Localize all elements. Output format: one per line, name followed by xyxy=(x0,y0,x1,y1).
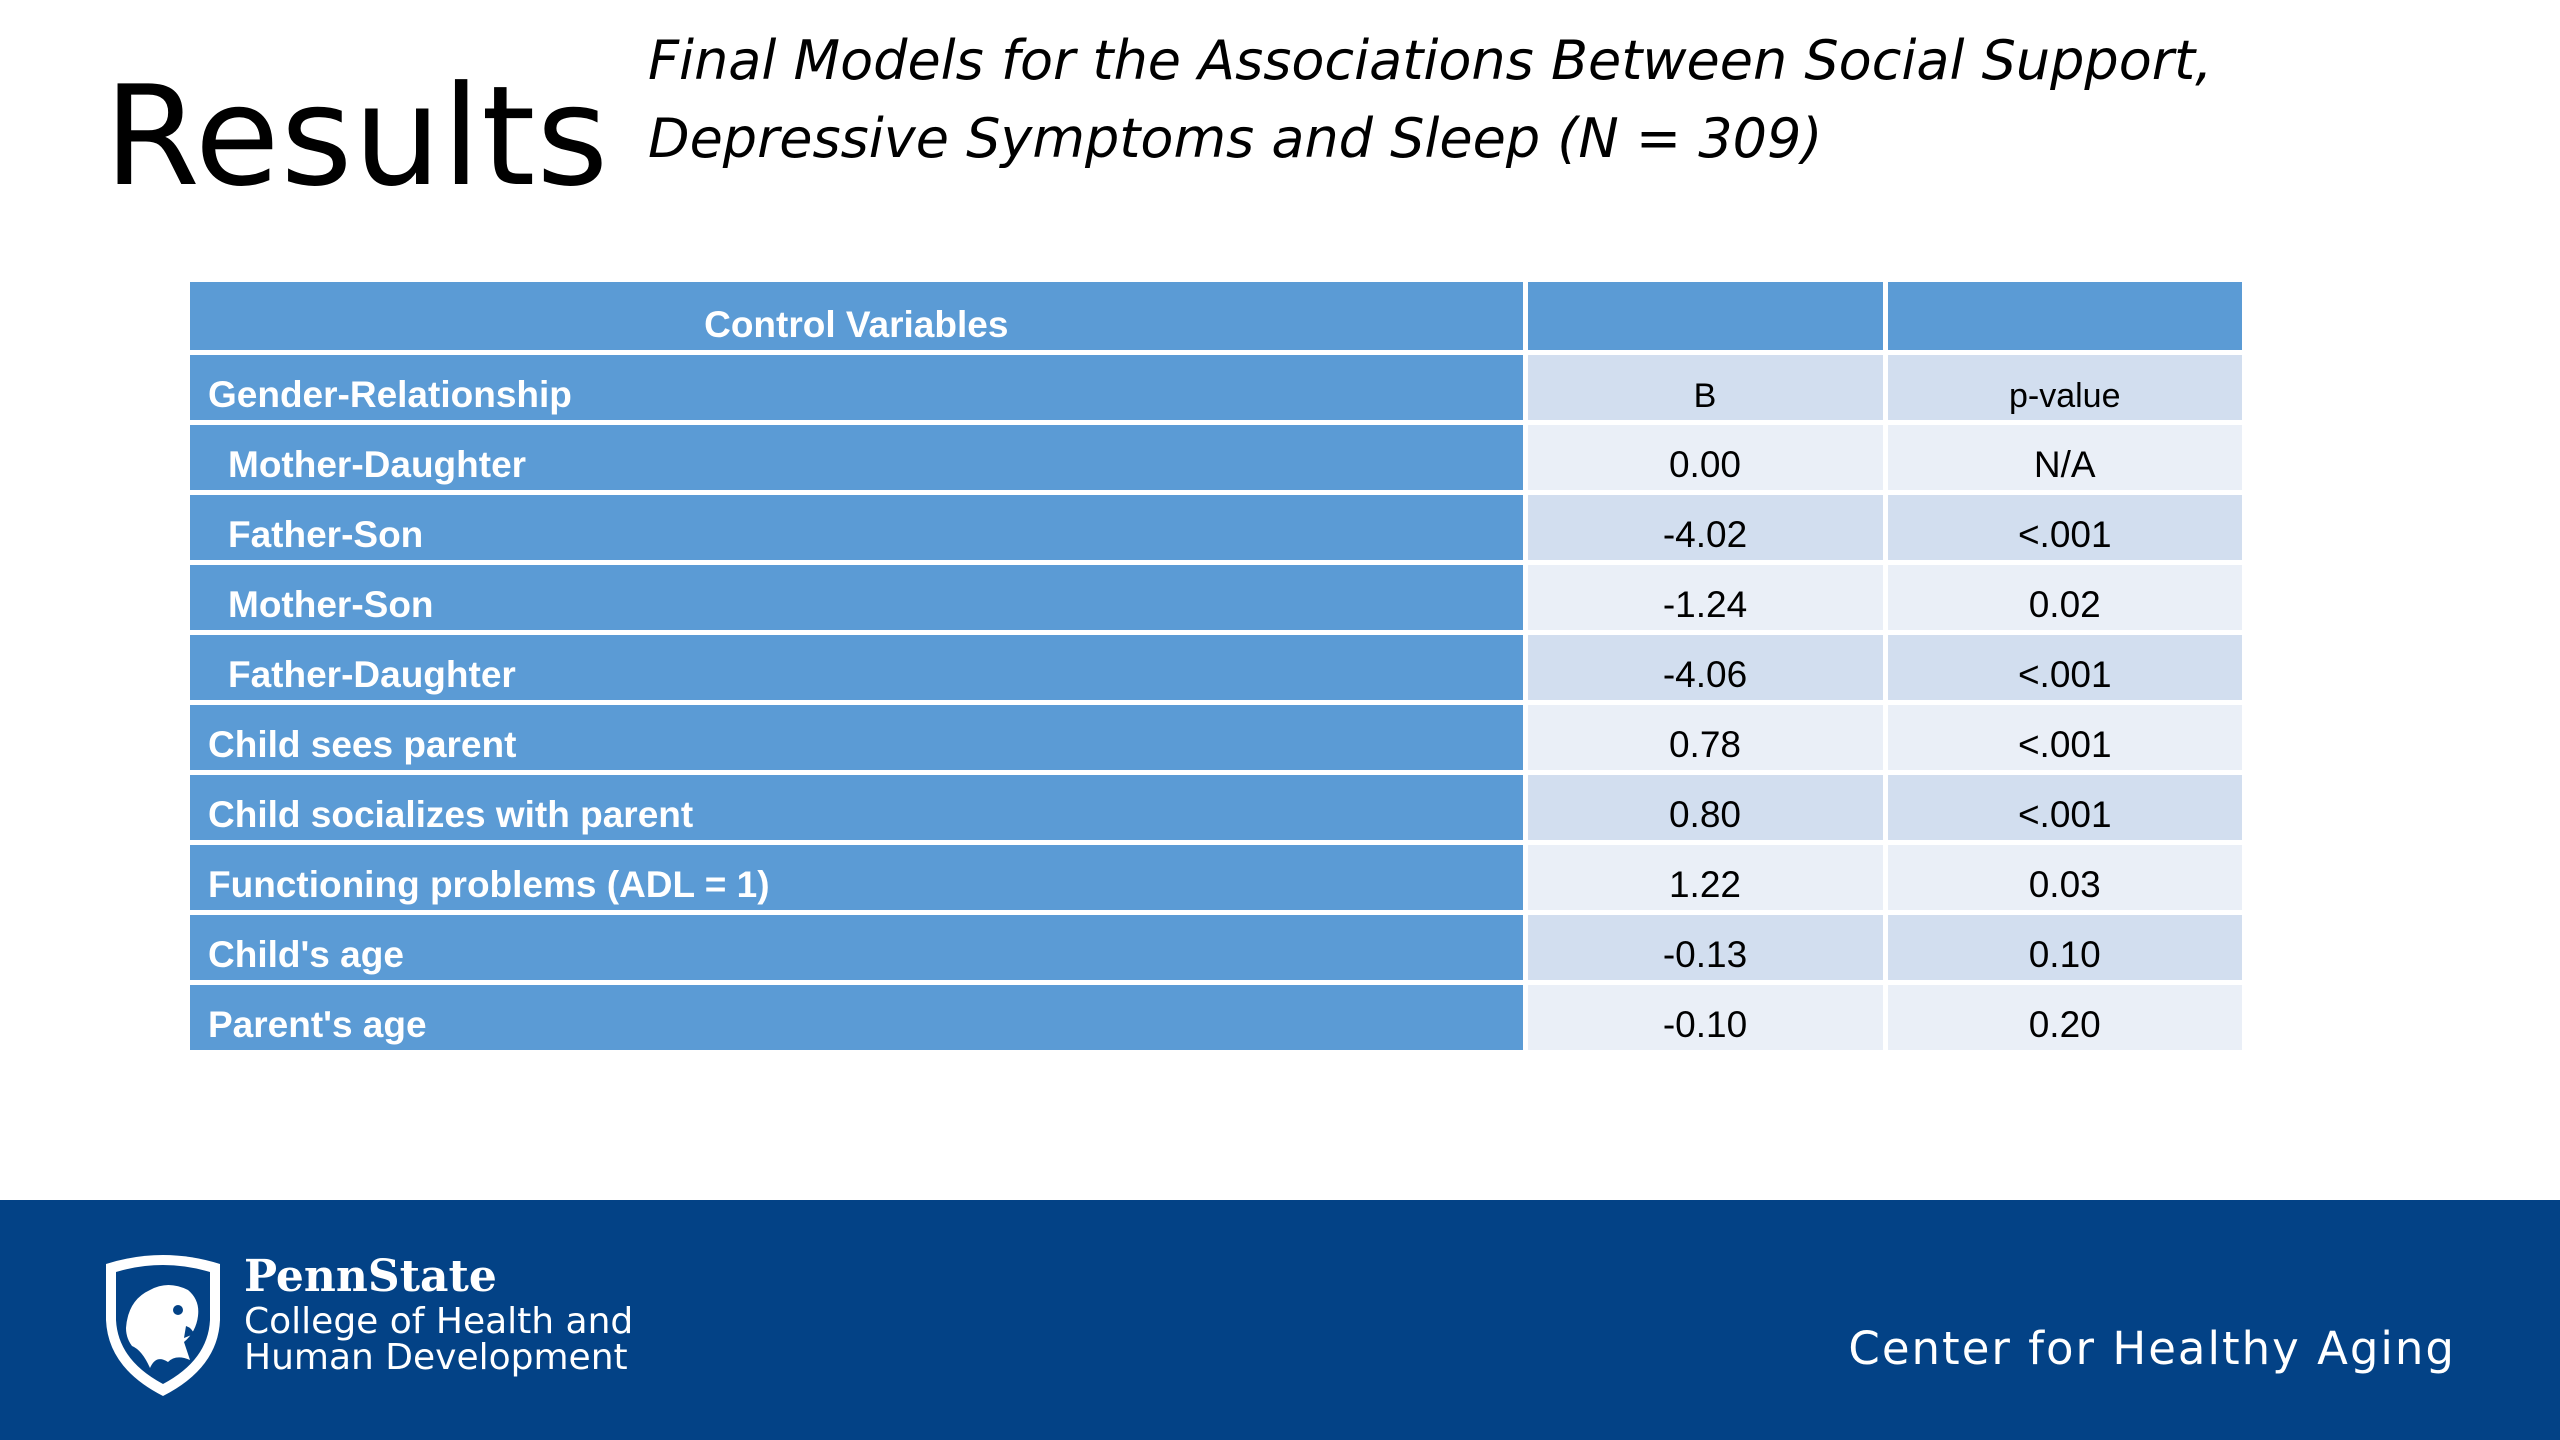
row-p-value: N/A xyxy=(1885,422,2242,495)
table-row: Functioning problems (ADL = 1) 1.22 0.03 xyxy=(190,842,2242,915)
row-p-value: <.001 xyxy=(1885,632,2242,705)
header-blank-b xyxy=(1525,282,1888,355)
nittany-lion-shield-icon xyxy=(106,1255,220,1396)
college-name-line-1: College of Health and xyxy=(244,1301,634,1342)
row-p-value: <.001 xyxy=(1885,772,2242,845)
center-name: Center for Healthy Aging xyxy=(1848,1322,2456,1375)
row-b-value: 0.00 xyxy=(1525,422,1888,495)
table-row: Parent's age -0.10 0.20 xyxy=(190,982,2242,1055)
row-p-value: 0.02 xyxy=(1885,562,2242,635)
header-control-variables: Control Variables xyxy=(190,282,1528,355)
row-b-value: 1.22 xyxy=(1525,842,1888,915)
table-row: Father-Daughter -4.06 <.001 xyxy=(190,632,2242,705)
row-b-value: 0.78 xyxy=(1525,702,1888,775)
row-p-value: <.001 xyxy=(1885,492,2242,565)
row-b-value: -0.13 xyxy=(1525,912,1888,985)
table-row: Child's age -0.13 0.10 xyxy=(190,912,2242,985)
row-label: Father-Daughter xyxy=(190,632,1528,705)
row-b-value: 0.80 xyxy=(1525,772,1888,845)
row-b-value: -0.10 xyxy=(1525,982,1888,1055)
slide-subtitle: Final Models for the Associations Betwee… xyxy=(648,29,2213,170)
row-b-value: -4.02 xyxy=(1525,492,1888,565)
table-row: Father-Son -4.02 <.001 xyxy=(190,492,2242,565)
row-label: Functioning problems (ADL = 1) xyxy=(190,842,1528,915)
row-p-value: 0.20 xyxy=(1885,982,2242,1055)
row-label: Gender-Relationship xyxy=(190,352,1528,425)
row-b-value: -4.06 xyxy=(1525,632,1888,705)
row-b-value: -1.24 xyxy=(1525,562,1888,635)
table-header-row: Control Variables xyxy=(190,282,2242,355)
row-label: Child's age xyxy=(190,912,1528,985)
header-blank-p xyxy=(1885,282,2242,355)
row-p-value: <.001 xyxy=(1885,702,2242,775)
row-label: Mother-Son xyxy=(190,562,1528,635)
row-b-value: B xyxy=(1525,352,1888,425)
row-label: Parent's age xyxy=(190,982,1528,1055)
footer-bar: PennState College of Health and Human De… xyxy=(0,1200,2560,1440)
college-name-line-2: Human Development xyxy=(244,1337,628,1378)
pennstate-wordmark: PennState xyxy=(244,1251,497,1302)
slide-title: Results xyxy=(104,56,610,217)
row-label: Child socializes with parent xyxy=(190,772,1528,845)
table-row: Child sees parent 0.78 <.001 xyxy=(190,702,2242,775)
row-label: Child sees parent xyxy=(190,702,1528,775)
row-label: Mother-Daughter xyxy=(190,422,1528,495)
table-row: Mother-Daughter 0.00 N/A xyxy=(190,422,2242,495)
table-row: Child socializes with parent 0.80 <.001 xyxy=(190,772,2242,845)
row-p-value: 0.03 xyxy=(1885,842,2242,915)
table-row: Mother-Son -1.24 0.02 xyxy=(190,562,2242,635)
row-p-value: p-value xyxy=(1885,352,2242,425)
row-label: Father-Son xyxy=(190,492,1528,565)
row-p-value: 0.10 xyxy=(1885,912,2242,985)
